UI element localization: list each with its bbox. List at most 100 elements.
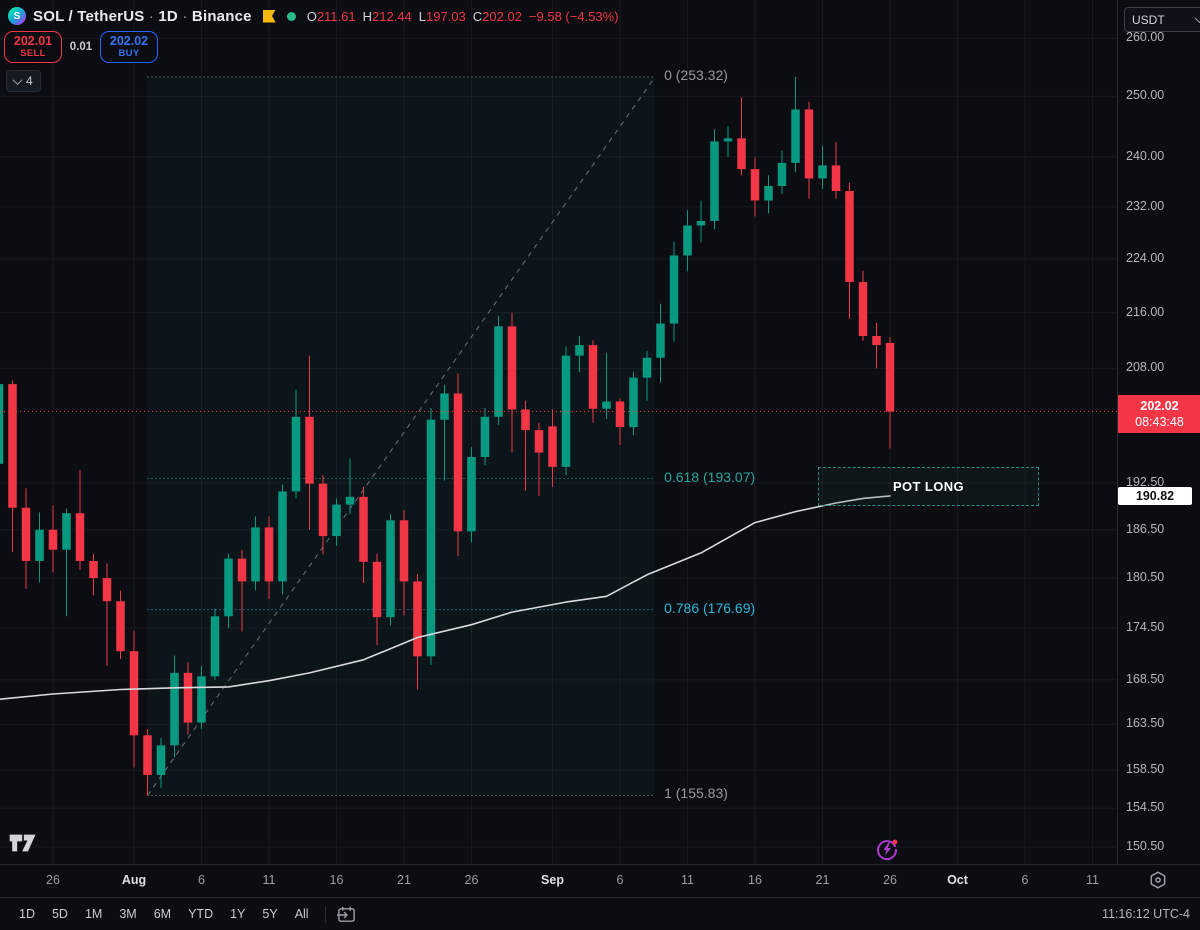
candle [291,389,301,499]
range-button-1d[interactable]: 1D [19,907,35,921]
symbol-title[interactable]: SOL / TetherUS · 1D · Binance [33,7,252,25]
notification-dot-icon [892,839,898,845]
axis-settings-gear-icon[interactable] [1148,870,1170,892]
candle [413,574,422,690]
candle [534,422,544,497]
range-button-1y[interactable]: 1Y [230,907,246,921]
change-readout: −9.58 (−4.53%) [528,8,619,24]
candle [885,337,895,449]
object-tree-count: 4 [26,74,33,88]
fib-level-label[interactable]: 0.618 (193.07) [664,468,756,485]
candle [737,97,746,176]
candle [305,355,314,530]
price-tick: 260.00 [1126,30,1165,45]
ohlc-readout: O211.61 H212.44 L197.03 C202.02 −9.58 (−… [306,8,619,24]
fib-level-label[interactable]: 0.786 (176.69) [664,599,756,616]
market-status-dot-icon [286,11,296,21]
order-panel: 202.01 SELL 0.01 202.02 BUY [4,31,158,63]
candle [237,549,247,632]
time-tick: 16 [748,873,762,887]
candle [710,129,719,230]
candle [129,630,139,768]
fib-level-label[interactable]: 1 (155.83) [664,785,728,802]
candle [750,156,760,217]
candle [48,505,58,573]
candle [332,498,341,546]
candle [0,384,4,464]
price-axis[interactable]: USDT 260.00 250.00 240.00 232.00 224.00 216.0… [1117,0,1200,864]
sell-button[interactable]: 202.01 SELL [4,31,62,63]
candle [35,512,44,583]
range-button-5d[interactable]: 5D [51,907,68,921]
go-to-date-button[interactable] [336,905,357,924]
price-tick: 154.50 [1126,800,1165,815]
last-price-badge: 202.02 08:43:48 [1118,394,1200,434]
candle [683,210,692,272]
candle [548,409,557,487]
candle [494,315,503,425]
candle [399,510,409,616]
time-tick: 21 [815,873,830,887]
candlestick-chart [0,0,1117,864]
candle [629,371,638,436]
range-button-ytd[interactable]: YTD [188,907,214,921]
candles-layer [0,76,895,796]
object-tree-chip[interactable]: 4 [6,70,41,92]
price-tick: 180.50 [1126,570,1165,585]
time-tick: 26 [46,873,60,887]
candle [696,200,706,243]
range-button-3m[interactable]: 3M [119,907,137,921]
tradingview-logo[interactable] [8,833,38,858]
price-tick: 240.00 [1126,148,1165,163]
ma-price-badge: 190.82 [1118,486,1192,505]
range-button-all[interactable]: All [294,907,309,921]
candle [440,384,449,481]
symbol-header: S SOL / TetherUS · 1D · Binance O211.61 … [8,7,619,25]
price-tick: 158.50 [1126,762,1165,777]
spread-value: 0.01 [69,41,93,53]
pot-long-annotation[interactable]: POT LONG [818,467,1039,506]
pot-long-label: POT LONG [892,479,965,494]
range-button-6m[interactable]: 6M [153,907,172,921]
fib-level-label[interactable]: 0 (253.32) [664,66,728,83]
bottom-toolbar: 1D 5D 1M 3M 6M YTD 1Y 5Y All 11:16:12 UTC-4 [0,897,1200,930]
range-button-1m[interactable]: 1M [84,907,103,921]
candle [588,340,598,423]
candle [359,486,368,584]
time-axis[interactable]: 26 Aug 6 11 16 21 26 Sep 6 11 16 21 26 Oct 6 11 [0,864,1200,898]
candle [521,400,530,491]
currency-selector[interactable]: USDT [1124,7,1200,32]
candle [467,447,476,543]
time-tick: Sep [541,873,564,887]
candle [615,398,625,445]
buy-button[interactable]: 202.02 BUY [100,31,158,63]
time-tick: 21 [397,873,411,887]
price-tick: 224.00 [1126,250,1165,265]
price-tick: 186.50 [1126,521,1165,536]
flash-agent-button[interactable] [875,837,899,861]
chart-pane[interactable]: S SOL / TetherUS · 1D · Binance O211.61 … [0,0,1117,864]
candle [791,76,800,173]
solana-logo-icon: S [8,7,26,25]
time-tick: 6 [1021,873,1029,887]
candle [764,175,773,214]
candle [386,513,395,626]
range-button-5y[interactable]: 5Y [262,907,278,921]
clock-readout[interactable]: 11:16:12 UTC-4 [1101,907,1190,921]
candle-countdown: 08:43:48 [1135,414,1184,429]
candle [372,553,382,646]
trendline [147,76,656,796]
toolbar-divider [324,905,326,923]
time-tick: 11 [681,873,694,887]
flag-icon[interactable] [262,9,276,23]
candle [656,303,665,383]
price-tick: 232.00 [1126,198,1165,213]
candle [426,408,436,666]
price-tick: 174.50 [1126,620,1165,635]
candle [251,516,260,591]
price-tick: 250.00 [1126,88,1165,103]
candle [642,350,652,401]
candle [561,346,571,476]
candle [602,352,611,420]
candle [575,336,584,372]
